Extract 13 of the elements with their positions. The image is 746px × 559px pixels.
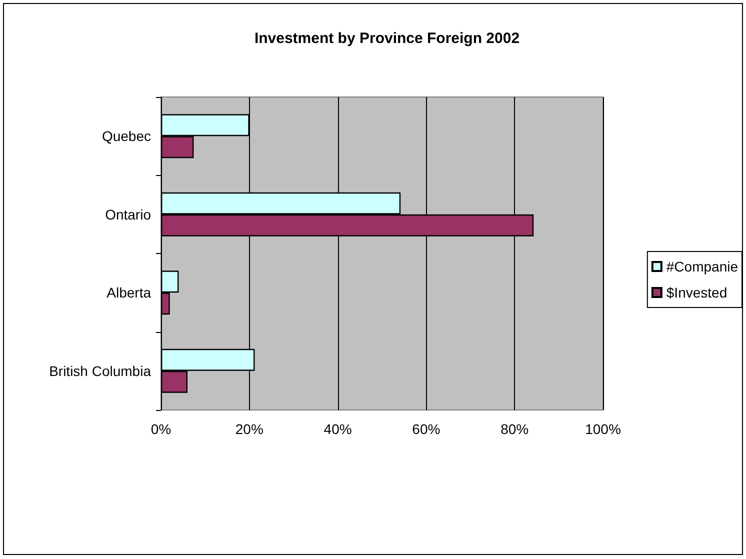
legend-label: #Companie [666, 258, 738, 274]
x-tick-label: 40% [324, 421, 352, 437]
chart-title: Investment by Province Foreign 2002 [254, 30, 520, 47]
y-tick-label: British Columbia [49, 362, 152, 379]
x-tick-label: 80% [500, 421, 529, 437]
x-tick-label: 20% [235, 421, 264, 437]
x-tick-label: 60% [412, 421, 440, 437]
legend-label: $Invested [666, 284, 728, 300]
x-tick-label: 0% [150, 421, 172, 437]
x-tick-label: 100% [585, 421, 621, 437]
y-tick-label: Quebec [102, 128, 151, 144]
y-tick-label: Ontario [105, 206, 152, 222]
y-tick-label: Alberta [106, 284, 152, 301]
